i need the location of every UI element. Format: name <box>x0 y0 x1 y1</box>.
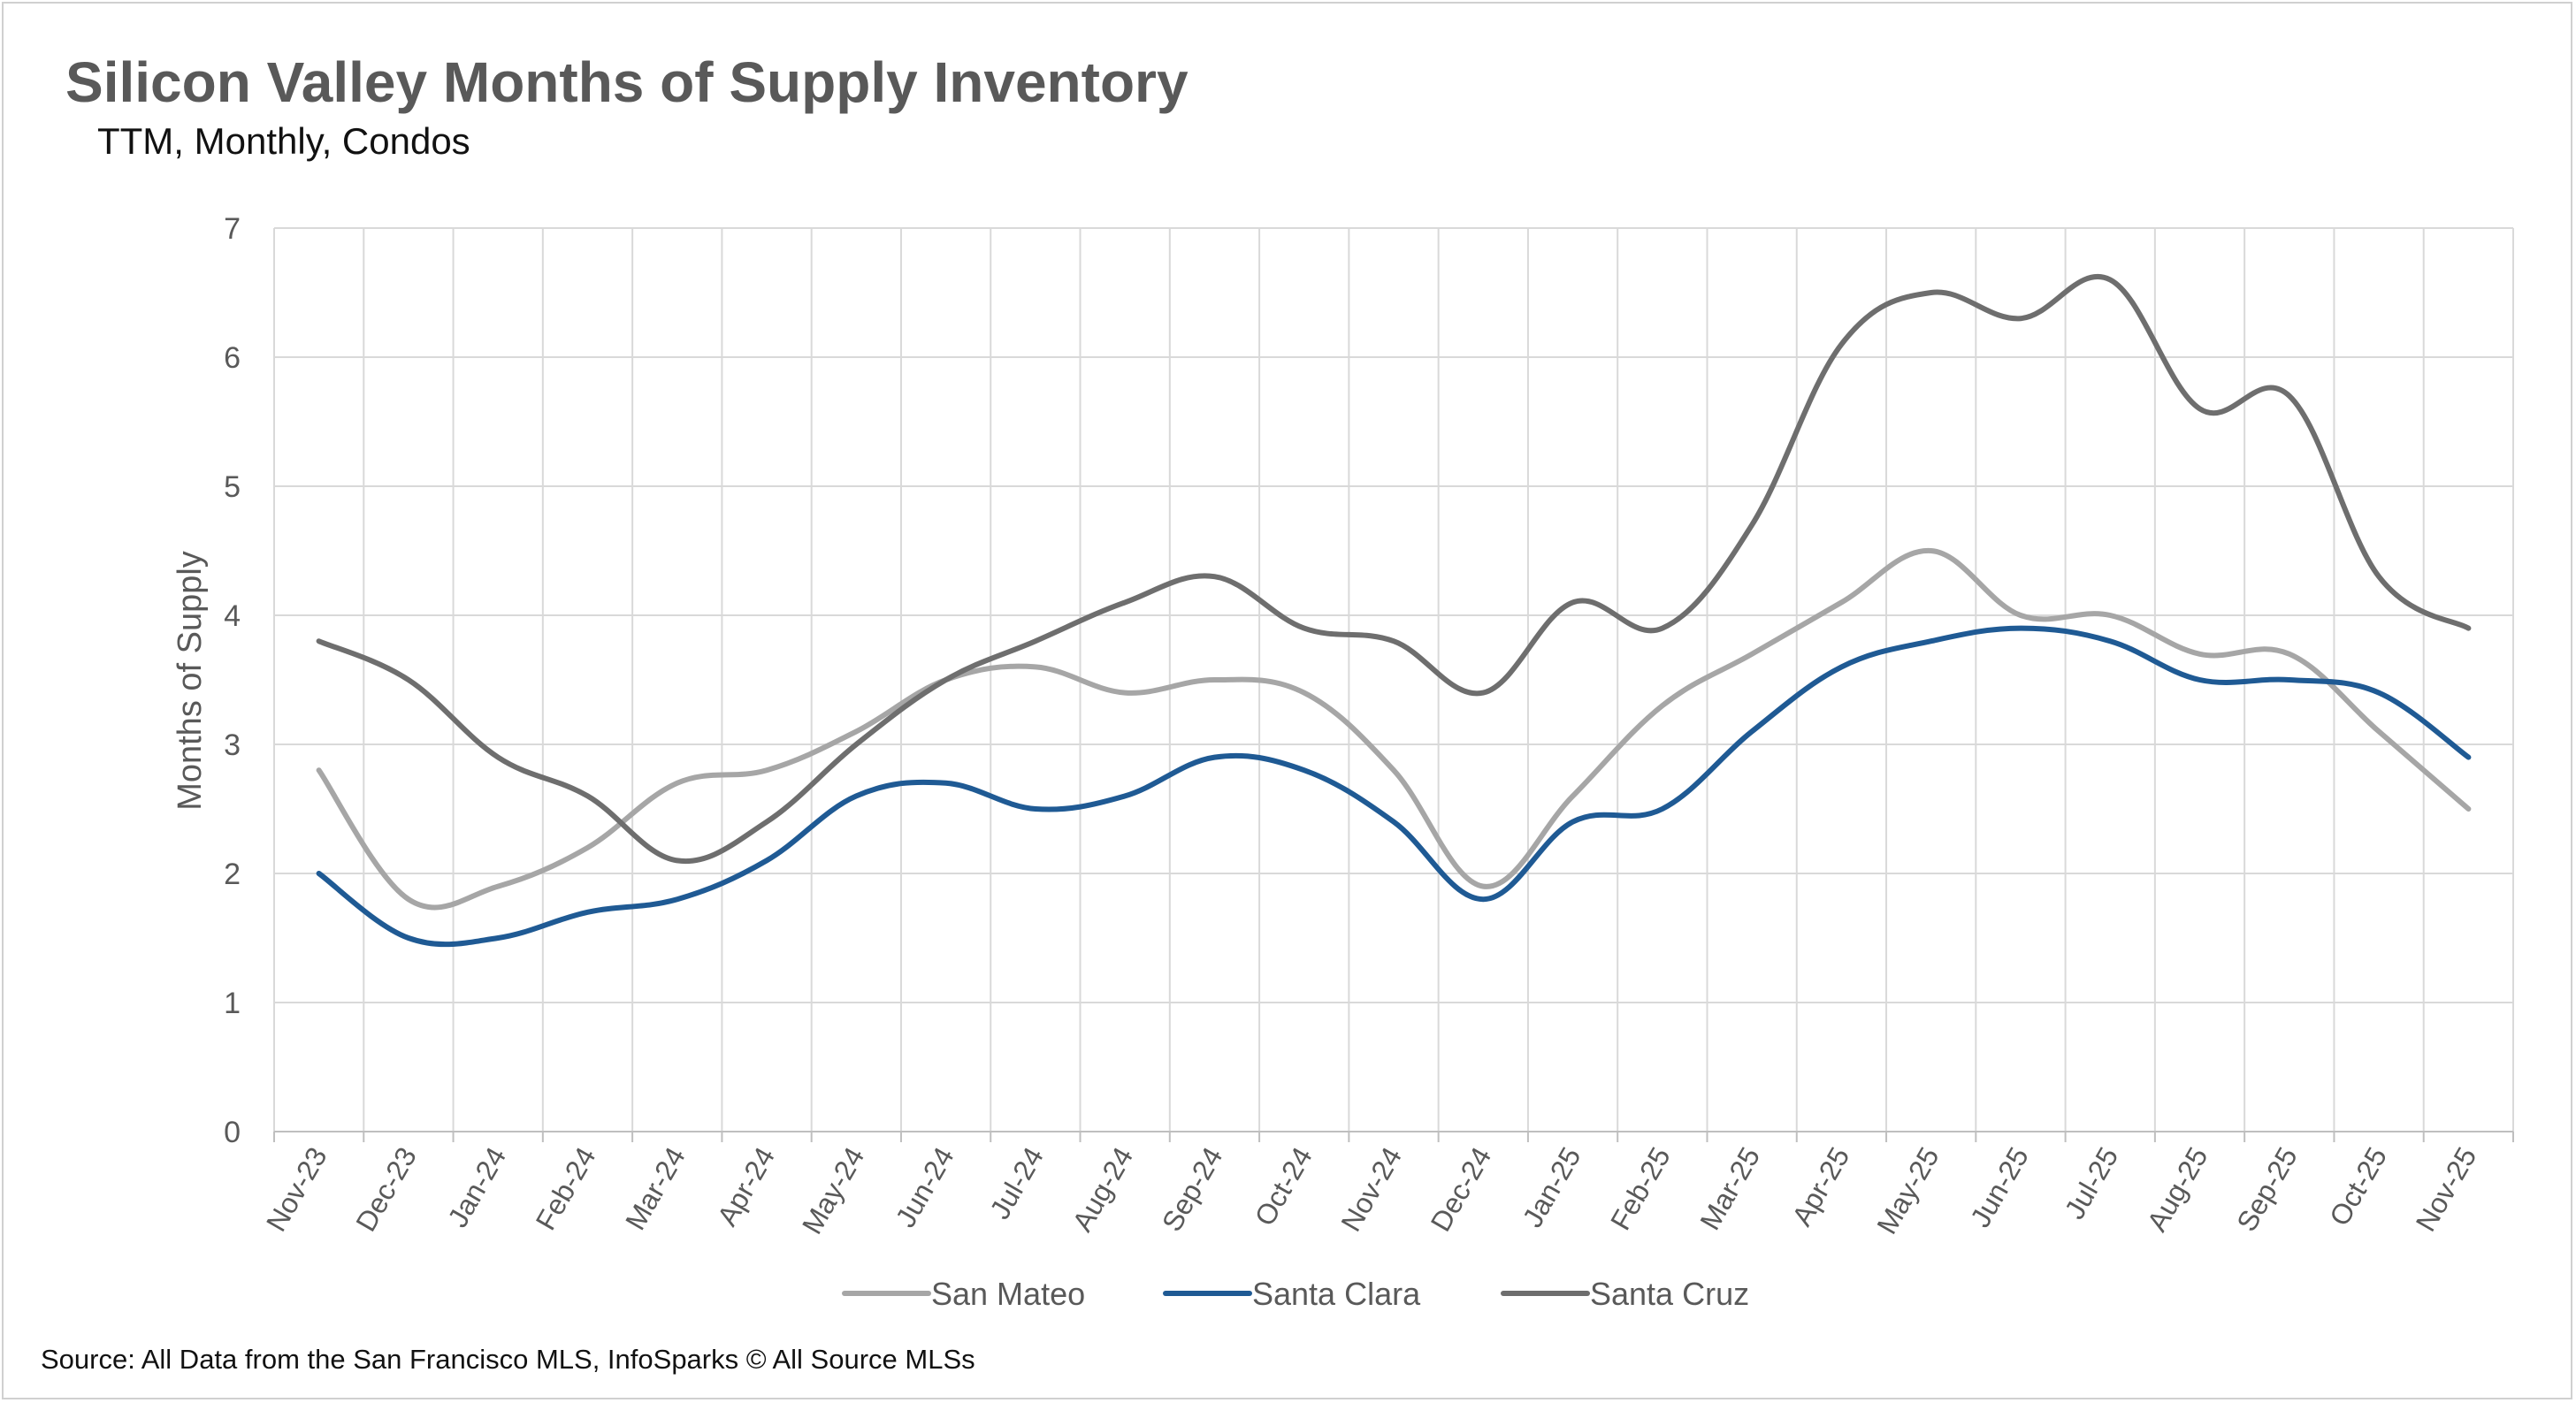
y-tick-labels: 0 1 2 3 4 5 6 7 <box>224 212 241 1149</box>
legend-label-san-mateo: San Mateo <box>931 1276 1085 1312</box>
x-tick-label: Dec-23 <box>349 1142 423 1237</box>
series-lines <box>316 274 2472 948</box>
y-tick-label: 5 <box>224 470 241 504</box>
y-tick-label: 2 <box>224 858 241 891</box>
chart-subtitle: TTM, Monthly, Condos <box>97 120 470 162</box>
x-tick-label: Jun-24 <box>890 1142 960 1233</box>
x-tick-label: Mar-24 <box>619 1142 692 1236</box>
chart-title: Silicon Valley Months of Supply Inventor… <box>65 50 1189 114</box>
series-line-santa-cruz <box>316 274 2472 865</box>
x-tick-label: Aug-24 <box>1066 1142 1139 1237</box>
x-tick-label: Jul-25 <box>2059 1142 2125 1224</box>
x-tick-label: Nov-24 <box>1334 1142 1408 1237</box>
legend: San Mateo Santa Clara Santa Cruz <box>842 1276 1749 1312</box>
x-tick-label: May-25 <box>1870 1142 1945 1239</box>
series-line-santa-clara <box>316 625 2472 948</box>
x-tick-label: Mar-25 <box>1693 1142 1766 1236</box>
y-tick-label: 7 <box>224 212 241 246</box>
x-tick-label: Nov-25 <box>2410 1142 2483 1237</box>
series-line-san-mateo <box>316 547 2472 911</box>
x-tick-label: Feb-24 <box>530 1142 602 1236</box>
x-tick-label: Sep-25 <box>2230 1142 2304 1237</box>
x-tick-label: Jan-25 <box>1517 1142 1587 1233</box>
x-tick-label: Apr-24 <box>711 1142 781 1231</box>
source-note: Source: All Data from the San Francisco … <box>41 1344 975 1375</box>
y-tick-label: 0 <box>224 1116 241 1149</box>
legend-label-santa-clara: Santa Clara <box>1252 1276 1421 1312</box>
y-tick-label: 3 <box>224 728 241 762</box>
x-tick-label: Apr-25 <box>1785 1142 1855 1231</box>
x-tick-label: Dec-24 <box>1425 1142 1498 1237</box>
y-tick-label: 4 <box>224 599 241 633</box>
x-tick-labels: Nov-23 Dec-23 Jan-24 Feb-24 Mar-24 Apr-24 May-… <box>260 1142 2482 1239</box>
axes <box>273 1131 2514 1142</box>
x-tick-label: May-24 <box>796 1142 871 1239</box>
gridlines <box>273 227 2514 1132</box>
legend-label-santa-cruz: Santa Cruz <box>1590 1276 1749 1312</box>
x-tick-label: Feb-25 <box>1604 1142 1677 1236</box>
x-tick-label: Oct-24 <box>1249 1142 1319 1231</box>
x-tick-label: Jul-24 <box>983 1142 1050 1224</box>
y-tick-label: 1 <box>224 987 241 1020</box>
x-tick-label: Aug-25 <box>2141 1142 2214 1237</box>
x-tick-label: Jan-24 <box>441 1142 512 1233</box>
x-tick-label: Jun-25 <box>1964 1142 2035 1233</box>
x-tick-label: Oct-25 <box>2323 1142 2393 1231</box>
y-axis-label: Months of Supply <box>172 551 209 811</box>
x-tick-label: Nov-23 <box>260 1142 333 1237</box>
x-tick-label: Sep-24 <box>1156 1142 1229 1237</box>
y-tick-label: 6 <box>224 341 241 375</box>
